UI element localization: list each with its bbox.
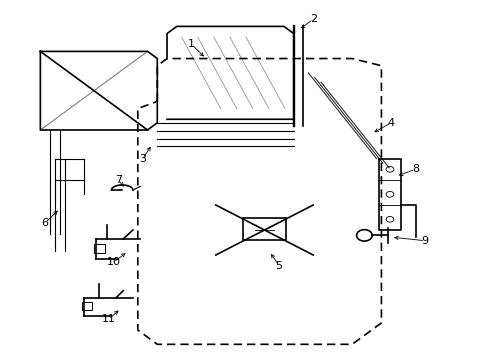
Text: 11: 11 [101,314,116,324]
Text: 5: 5 [275,261,283,271]
Text: 4: 4 [388,118,395,128]
Text: 7: 7 [115,175,122,185]
Bar [94,244,105,253]
Text: 6: 6 [42,218,49,228]
FancyBboxPatch shape [243,218,286,240]
Text: 1: 1 [188,39,195,49]
Text: 9: 9 [422,236,429,246]
Bar [82,302,93,310]
Text: 2: 2 [310,14,317,24]
Text: 10: 10 [106,257,121,267]
Text: 3: 3 [139,154,146,163]
Text: 8: 8 [412,164,419,174]
